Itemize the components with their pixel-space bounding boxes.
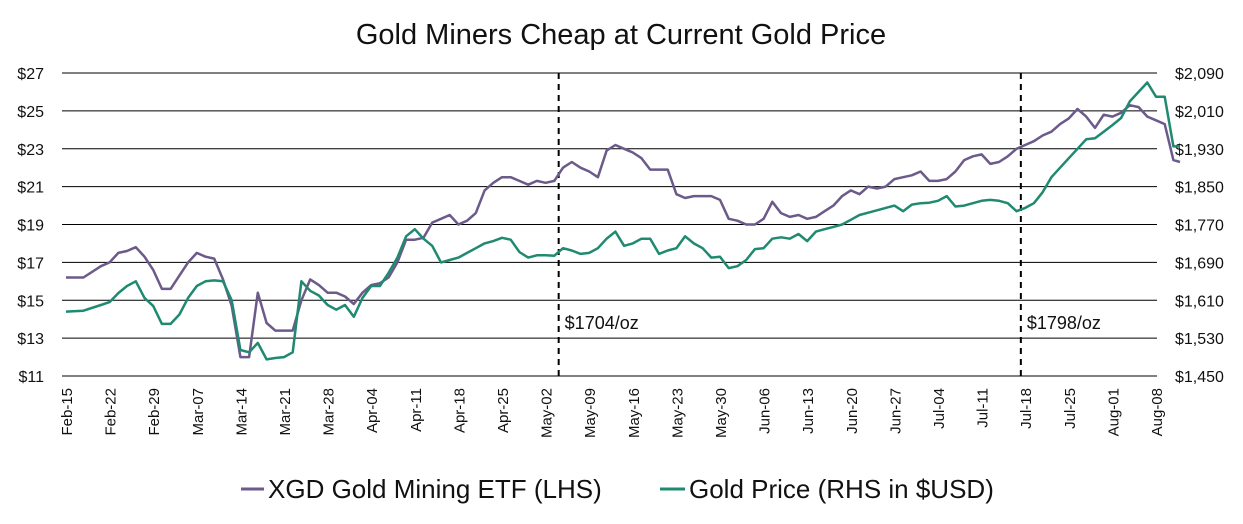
x-tick-label: Jun-27 [887, 388, 904, 434]
left-tick-label: $19 [17, 218, 44, 235]
gridlines [62, 72, 1157, 377]
reference-lines: $1704/oz $1798/oz [557, 73, 1101, 376]
right-tick-label: $1,690 [1175, 255, 1224, 272]
left-tick-label: $23 [17, 142, 44, 159]
x-tick-label: Apr-11 [408, 388, 425, 432]
reference-line-label: $1704/oz [565, 313, 639, 333]
x-tick-label: Jul-25 [1062, 388, 1079, 429]
x-tick-label: Jun-13 [800, 388, 817, 434]
x-tick-label: Jul-04 [931, 388, 948, 429]
x-tick-label: Mar-28 [321, 388, 338, 436]
x-tick-label: Feb-15 [59, 388, 76, 436]
x-tick-label: Aug-08 [1149, 388, 1166, 436]
series-line-gold [65, 81, 1180, 361]
x-tick-label: Apr-04 [364, 388, 381, 433]
left-tick-label: $17 [17, 255, 44, 272]
right-tick-label: $1,850 [1175, 180, 1224, 197]
right-tick-label: $1,530 [1175, 331, 1224, 348]
left-tick-label: $13 [17, 331, 44, 348]
right-tick-label: $1,770 [1175, 218, 1224, 235]
x-tick-label: Mar-07 [190, 388, 207, 436]
left-tick-label: $15 [17, 293, 44, 310]
x-tick-label: May-23 [669, 388, 686, 438]
left-tick-label: $21 [17, 180, 44, 197]
x-tick-label: May-16 [626, 388, 643, 438]
x-tick-label: Apr-25 [495, 388, 512, 433]
series-line-xgd [66, 103, 1181, 359]
right-tick-label: $2,090 [1175, 66, 1224, 83]
left-tick-label: $27 [17, 66, 44, 83]
right-tick-label: $2,010 [1175, 104, 1224, 121]
chart-title: Gold Miners Cheap at Current Gold Price [356, 19, 886, 51]
legend-label-xgd: XGD Gold Mining ETF (LHS) [268, 474, 602, 504]
right-axis-tick-labels: $1,450 $1,530 $1,610 $1,690 $1,770 $1,850 $1,9… [1175, 66, 1224, 386]
x-tick-label: Jun-20 [844, 388, 861, 434]
right-tick-label: $1,610 [1175, 293, 1224, 310]
x-axis-tick-labels: Feb-15 Feb-22 Feb-29 Mar-07 Mar-14 Mar-21 Mar-… [59, 388, 1166, 438]
right-tick-label: $1,930 [1175, 142, 1224, 159]
x-tick-label: Jul-18 [1018, 388, 1035, 429]
x-tick-label: May-09 [582, 388, 599, 438]
x-tick-label: Feb-22 [103, 388, 120, 436]
x-tick-label: May-02 [539, 388, 556, 438]
reference-line-label: $1798/oz [1027, 313, 1101, 333]
left-tick-label: $25 [17, 104, 44, 121]
x-tick-label: Jul-11 [975, 388, 992, 428]
x-tick-label: Aug-01 [1105, 388, 1122, 436]
legend: XGD Gold Mining ETF (LHS) Gold Price (RH… [241, 474, 994, 504]
series-lines [65, 81, 1181, 361]
x-tick-label: Mar-14 [233, 388, 250, 436]
legend-label-gold: Gold Price (RHS in $USD) [689, 474, 994, 504]
x-tick-label: May-30 [713, 388, 730, 438]
left-tick-label: $11 [18, 369, 44, 386]
right-tick-label: $1,450 [1175, 369, 1224, 386]
left-axis-tick-labels: $11 $13 $15 $17 $19 $21 $23 $25 $27 [17, 66, 44, 386]
x-tick-label: Jun-06 [757, 388, 774, 434]
x-tick-label: Feb-29 [146, 388, 163, 436]
x-tick-label: Apr-18 [451, 388, 468, 433]
x-tick-label: Mar-21 [277, 388, 294, 436]
